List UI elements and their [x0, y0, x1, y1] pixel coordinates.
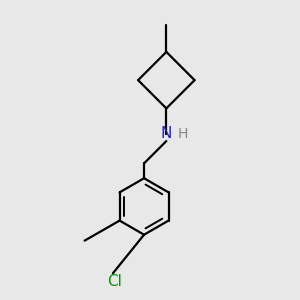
Text: N: N — [161, 126, 172, 141]
Text: Cl: Cl — [107, 274, 122, 289]
Text: H: H — [178, 127, 188, 141]
